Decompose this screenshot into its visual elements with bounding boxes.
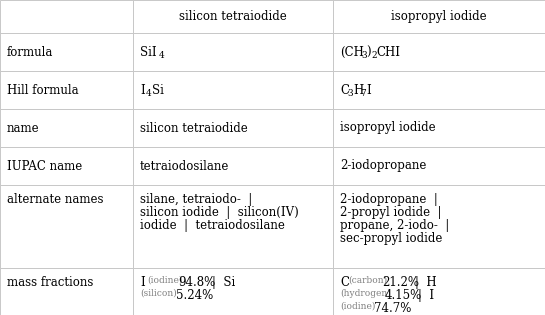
Text: tetraiodosilane: tetraiodosilane — [140, 159, 229, 173]
Text: sec-propyl iodide: sec-propyl iodide — [340, 232, 443, 245]
Text: 2-propyl iodide  |: 2-propyl iodide | — [340, 206, 441, 219]
Text: silane, tetraiodo-  |: silane, tetraiodo- | — [140, 193, 252, 206]
Text: silicon tetraiodide: silicon tetraiodide — [179, 10, 287, 23]
Text: formula: formula — [7, 45, 53, 59]
Text: |  Si: | Si — [212, 276, 235, 289]
Text: C: C — [340, 276, 349, 289]
Text: isopropyl iodide: isopropyl iodide — [340, 122, 435, 135]
Text: (iodine): (iodine) — [147, 276, 183, 285]
Text: 4: 4 — [146, 89, 152, 98]
Text: mass fractions: mass fractions — [7, 276, 93, 289]
Text: 94.8%: 94.8% — [178, 276, 215, 289]
Text: Hill formula: Hill formula — [7, 83, 78, 96]
Text: isopropyl iodide: isopropyl iodide — [391, 10, 487, 23]
Text: 2-iodopropane  |: 2-iodopropane | — [340, 193, 438, 206]
Text: I: I — [140, 276, 145, 289]
Text: I: I — [140, 83, 145, 96]
Text: 4.15%: 4.15% — [385, 289, 422, 302]
Text: 21.2%: 21.2% — [382, 276, 419, 289]
Text: iodide  |  tetraiodosilane: iodide | tetraiodosilane — [140, 219, 285, 232]
Text: 2-iodopropane: 2-iodopropane — [340, 159, 426, 173]
Text: (hydrogen): (hydrogen) — [340, 289, 391, 298]
Text: |  I: | I — [418, 289, 434, 302]
Text: name: name — [7, 122, 40, 135]
Text: (CH: (CH — [340, 45, 364, 59]
Text: CHI: CHI — [376, 45, 400, 59]
Text: |  H: | H — [415, 276, 437, 289]
Text: 74.7%: 74.7% — [374, 302, 411, 315]
Text: IUPAC name: IUPAC name — [7, 159, 82, 173]
Text: 5.24%: 5.24% — [176, 289, 213, 302]
Text: 7: 7 — [360, 89, 366, 98]
Text: Si: Si — [152, 83, 164, 96]
Text: silicon tetraiodide: silicon tetraiodide — [140, 122, 248, 135]
Text: SiI: SiI — [140, 45, 156, 59]
Text: alternate names: alternate names — [7, 193, 104, 206]
Text: (carbon): (carbon) — [348, 276, 387, 285]
Text: (silicon): (silicon) — [140, 289, 177, 298]
Text: 3: 3 — [361, 51, 367, 60]
Text: ): ) — [366, 45, 371, 59]
Text: H: H — [353, 83, 364, 96]
Text: C: C — [340, 83, 349, 96]
Text: 2: 2 — [371, 51, 377, 60]
Text: 3: 3 — [347, 89, 353, 98]
Text: propane, 2-iodo-  |: propane, 2-iodo- | — [340, 219, 449, 232]
Text: silicon iodide  |  silicon(IV): silicon iodide | silicon(IV) — [140, 206, 299, 219]
Text: 4: 4 — [159, 51, 165, 60]
Text: (iodine): (iodine) — [340, 302, 376, 311]
Text: I: I — [366, 83, 371, 96]
